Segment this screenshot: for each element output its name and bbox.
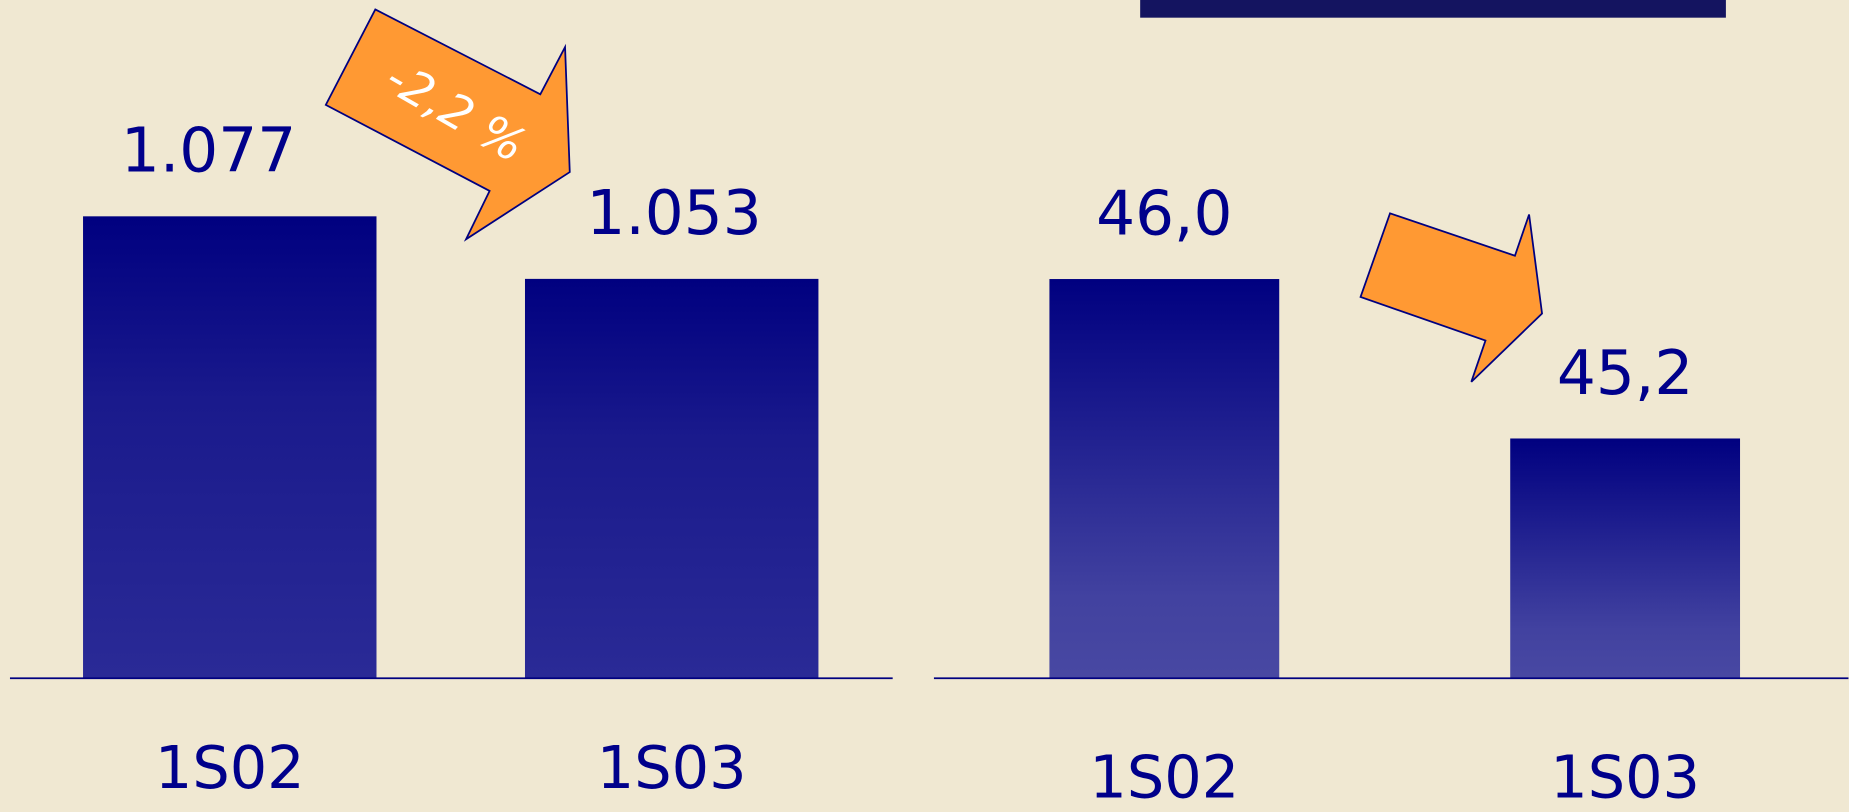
bar (83, 216, 377, 678)
value-label: 1.077 (121, 116, 296, 187)
bar (524, 278, 819, 678)
x-tick-label: 1S03 (1550, 742, 1700, 811)
x-tick-label: 1S03 (597, 733, 747, 802)
bar (1510, 438, 1741, 678)
change-arrow (1359, 212, 1543, 383)
value-label: 1.053 (586, 178, 761, 249)
header-bar (1140, 0, 1726, 18)
value-label: 45,2 (1557, 338, 1693, 409)
value-label: 46,0 (1096, 178, 1232, 249)
bar (1049, 279, 1280, 678)
x-tick-label: 1S02 (1089, 742, 1239, 811)
change-arrow (324, 8, 571, 242)
x-tick-label: 1S02 (155, 733, 305, 802)
